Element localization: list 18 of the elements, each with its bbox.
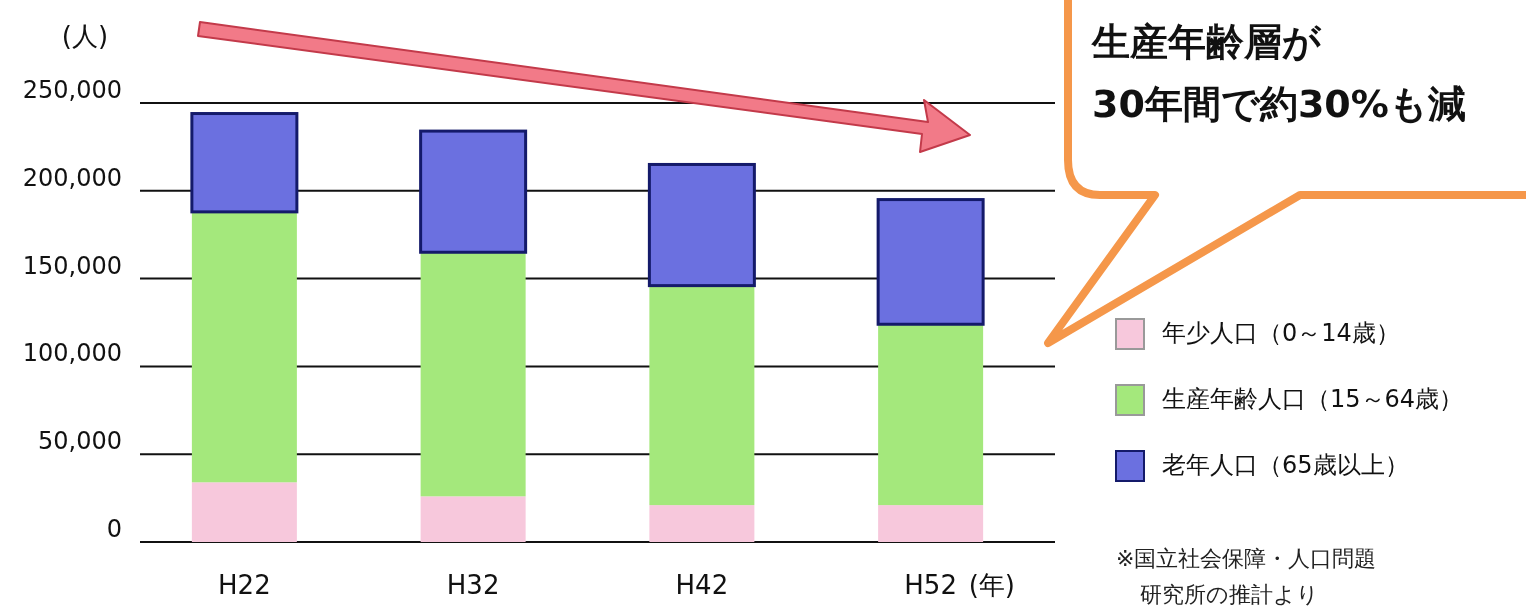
y-axis-title: (人) (61, 21, 109, 51)
x-tick-label: H42 (675, 570, 729, 600)
x-tick-label: H22 (218, 570, 271, 600)
text: ※国立社会保障・人口問題 (1116, 546, 1377, 571)
legend-label: 老年人口（65歳以上） (1162, 451, 1409, 479)
x-axis-title: (年) (968, 570, 1015, 600)
y-tick-label: 50,000 (38, 427, 122, 456)
x-tick-label: H32 (446, 570, 500, 600)
y-tick-label: 150,000 (22, 251, 122, 280)
y-tick-label: 100,000 (22, 339, 122, 368)
legend-label: 年少人口（0～14歳） (1162, 319, 1400, 347)
y-tick-label: 250,000 (22, 76, 122, 104)
y-tick-label: 200,000 (22, 163, 122, 192)
x-tick-label: H52 (904, 570, 957, 600)
text: 生産年齢層が 30年間で約30%も減 (1091, 20, 1466, 126)
legend-label: 生産年齢人口（15～64歳） (1162, 385, 1464, 413)
y-tick-label: 0 (106, 515, 122, 543)
text: 研究所の推計より (1140, 582, 1319, 607)
